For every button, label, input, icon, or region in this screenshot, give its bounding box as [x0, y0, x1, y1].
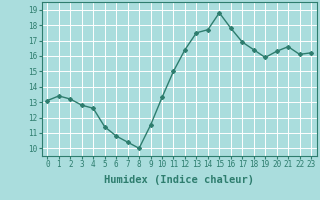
X-axis label: Humidex (Indice chaleur): Humidex (Indice chaleur) [104, 175, 254, 185]
